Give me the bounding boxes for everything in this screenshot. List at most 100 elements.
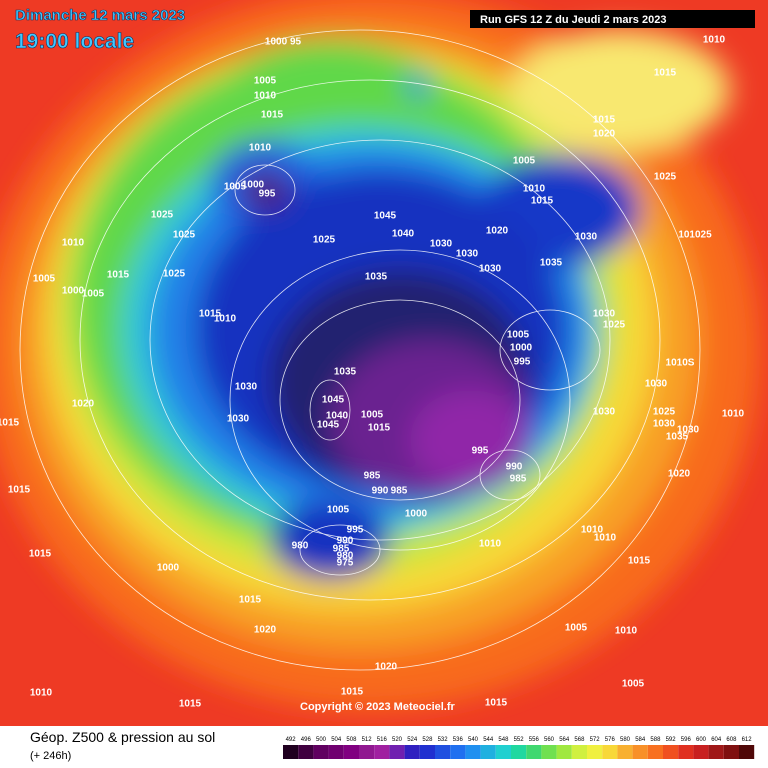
colorbar-label: 580: [620, 737, 631, 743]
isobar-label: 1005: [622, 679, 645, 690]
colorbar-label: 608: [726, 737, 737, 743]
isobar-label: 1000: [405, 509, 428, 520]
isobar-label: 1005: [224, 182, 247, 193]
isobar-label: 1015: [261, 110, 284, 121]
colorbar-swatch: [419, 745, 435, 759]
colorbar-swatch: [556, 745, 572, 759]
isobar-label: 1015: [199, 309, 222, 320]
colorbar-label: 584: [635, 737, 646, 743]
isobar-label: 1015: [8, 485, 31, 496]
colorbar-label: 600: [696, 737, 707, 743]
isobar-label: 1015: [628, 556, 651, 567]
isobar-label: 1030: [645, 379, 668, 390]
time: 19:00 locale: [15, 30, 134, 53]
isobar-label: 1020: [668, 469, 691, 480]
colorbar-swatch: [678, 745, 694, 759]
isobar-label: 1025: [151, 210, 174, 221]
colorbar-swatch: [708, 745, 724, 759]
isobar-label: 1020: [375, 662, 398, 673]
isobar-label: 1030: [235, 382, 258, 393]
isobar-label: 1025: [653, 407, 676, 418]
colorbar-label: 504: [331, 737, 342, 743]
footer-title: Géop. Z500 & pression au sol: [30, 729, 215, 745]
colorbar-label: 548: [498, 737, 509, 743]
isobar-label: 1030: [479, 264, 502, 275]
isobar-labels: 1000 95 1010 1015 1005 1010 1015 1015 1020 1010 1…: [0, 35, 745, 710]
isobar-label: 1005: [513, 156, 536, 167]
colorbar-label: 544: [483, 737, 494, 743]
colorbar-swatch: [495, 745, 511, 759]
colorbar-label: 500: [316, 737, 327, 743]
isobar-label: 995: [472, 446, 489, 457]
colorbar-swatch: [526, 745, 542, 759]
isobar-label: 1015: [29, 549, 52, 560]
colorbar-swatch: [739, 745, 755, 759]
colorbar-label: 596: [681, 737, 692, 743]
colorbar-label: 532: [438, 737, 449, 743]
isobar-label: 1015: [485, 698, 508, 709]
isobar-label: 1045: [322, 395, 345, 406]
colorbar-swatch: [450, 745, 466, 759]
isobar-label: 985: [333, 544, 350, 555]
isobar-label: 980: [292, 541, 309, 552]
colorbar-swatch: [693, 745, 709, 759]
isobar-label: 1030: [593, 309, 616, 320]
isobar-label: 1010: [30, 688, 53, 699]
isobar-label: 990: [506, 462, 523, 473]
isobar-label: 1010: [249, 143, 272, 154]
isobar-label: 1015: [593, 115, 616, 126]
isobar-label: 1005: [254, 76, 277, 87]
isobar-label: 1000: [510, 343, 533, 354]
isobar-label: 1035: [540, 258, 563, 269]
isobar-label: 1020: [593, 129, 616, 140]
colorbar-label: 496: [301, 737, 312, 743]
colorbar-label: 576: [605, 737, 616, 743]
isobar-label: 980: [337, 551, 354, 562]
isobar-label: 990: [372, 486, 389, 497]
isobar-label: 1010: [722, 409, 745, 420]
isobar-label: 1010: [581, 525, 604, 536]
colorbar-swatch: [587, 745, 603, 759]
colorbar-swatch: [723, 745, 739, 759]
colorbar-label: 524: [407, 737, 418, 743]
colorbar-swatch: [617, 745, 633, 759]
colorbar-label: 568: [574, 737, 585, 743]
isobar-label: 1040: [326, 411, 349, 422]
isobar-label: 1025: [173, 230, 196, 241]
colorbar-swatch: [404, 745, 420, 759]
isobar-label: 975: [337, 558, 354, 569]
colorbar-swatch: [541, 745, 557, 759]
isobar-label: 1020: [486, 226, 509, 237]
colorbar-swatch: [632, 745, 648, 759]
isobar-label: 1015: [341, 687, 364, 698]
isobar-label: 1015: [654, 68, 677, 79]
isobar-label: 1005: [507, 330, 530, 341]
colorbar-label: 572: [590, 737, 601, 743]
colorbar-label: 520: [392, 737, 403, 743]
colorbar-label: 588: [650, 737, 661, 743]
isobar-label: 1025: [313, 235, 336, 246]
isobar-label: 1005: [33, 274, 56, 285]
copyright: Copyright © 2023 Meteociel.fr: [300, 701, 456, 713]
colorbar-swatch: [343, 745, 359, 759]
isobar-label: 1015: [368, 423, 391, 434]
isobar-label: 1000: [157, 563, 180, 574]
colorbar-label: 492: [286, 737, 297, 743]
isobar-label: 1015: [0, 418, 20, 429]
colorbar-label: 508: [346, 737, 357, 743]
isobar-label: 985: [510, 474, 527, 485]
colorbar-swatch: [389, 745, 405, 759]
colorbar-swatch: [465, 745, 481, 759]
colorbar-swatch: [571, 745, 587, 759]
colorbar-swatch: [647, 745, 663, 759]
colorbar-label: 560: [544, 737, 555, 743]
isobar-label: 1035: [666, 432, 689, 443]
isobar-label: 1010: [615, 626, 638, 637]
colorbar-swatch: [328, 745, 344, 759]
isobar-label: 1005: [565, 623, 588, 634]
isobar-label: 1000 95: [265, 37, 302, 48]
isobar-label: 995: [514, 357, 531, 368]
colorbar-swatch: [313, 745, 329, 759]
colorbar-label: 536: [453, 737, 464, 743]
colorbar-label: 564: [559, 737, 570, 743]
